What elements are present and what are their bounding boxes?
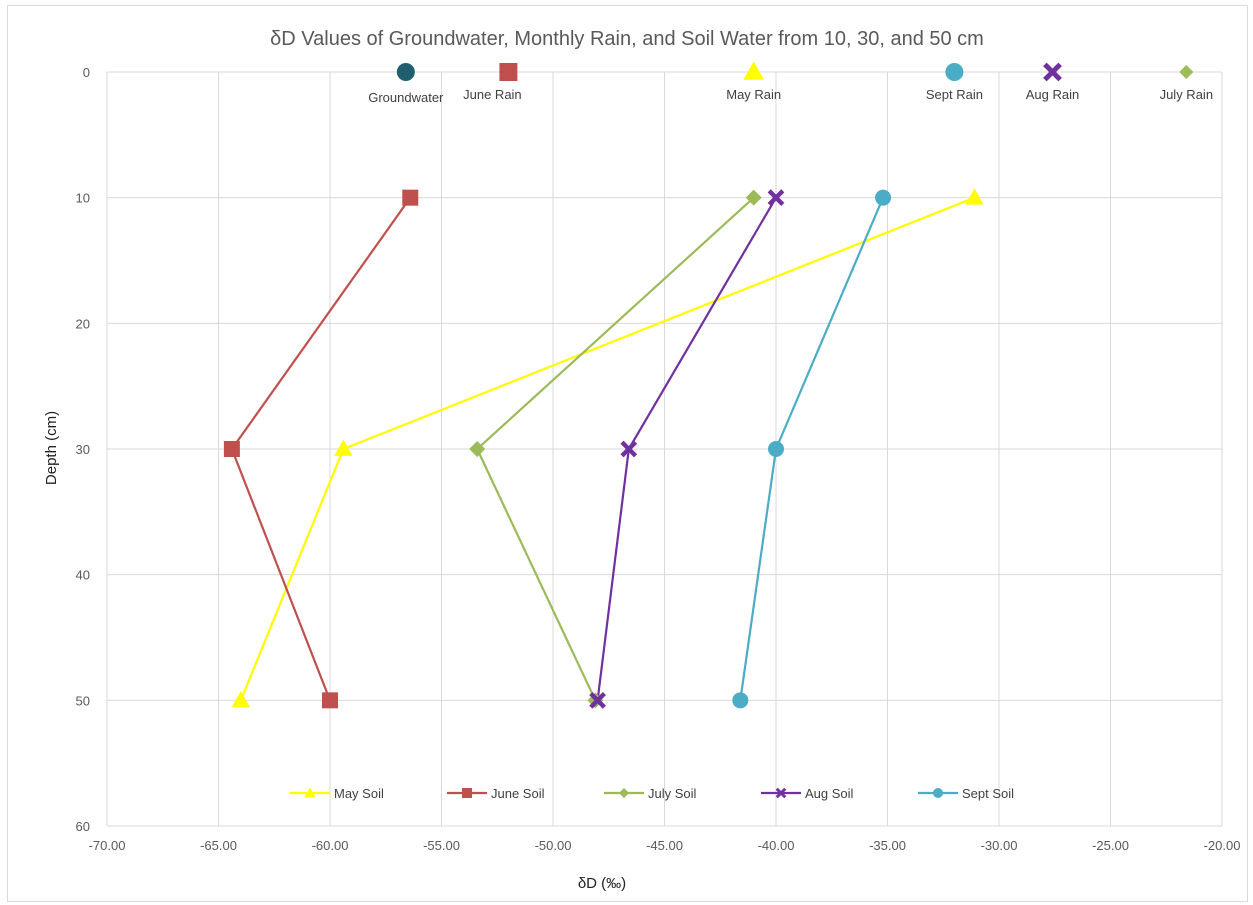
point-groundwater [396,63,415,81]
x-tick-label: -70.00 [89,838,126,853]
legend-marker-july-soil [619,788,629,798]
legend-label-may-soil: May Soil [334,786,384,801]
y-tick-label: 20 [76,316,90,331]
point-june-soil [322,692,338,709]
x-tick-label: -40.00 [758,838,795,853]
x-tick-label: -50.00 [535,838,572,853]
label-june-rain: June Rain [463,87,522,102]
legend-marker-june-soil [462,788,472,798]
legend-label-aug-soil: Aug Soil [805,786,854,801]
legend: May Soil June Soil July Soil Aug Soil Sept S… [290,786,1014,801]
point-sept-soil [875,189,892,206]
y-tick-label: 30 [76,442,90,457]
point-july-soil [745,189,762,206]
point-sept-soil [732,692,749,709]
legend-label-june-soil: June Soil [491,786,545,801]
point-july-soil [469,441,486,457]
point-june-soil [402,189,419,206]
point-sept-soil [768,441,784,457]
point-may-soil [965,188,984,205]
x-tick-label: -25.00 [1092,838,1129,853]
x-tick-label: -35.00 [869,838,906,853]
y-tick-label: 50 [76,693,90,708]
point-may-soil [334,439,353,456]
point-aug-soil [767,189,785,207]
legend-label-july-soil: July Soil [648,786,697,801]
x-tick-label: -65.00 [200,838,237,853]
rain-points: Groundwater June Rain May Rain Sept Rain Aug… [368,61,1213,105]
point-june-soil [223,441,240,457]
label-groundwater: Groundwater [368,90,444,105]
point-sept-rain [945,63,964,81]
series-markers [223,188,984,709]
legend-marker-may-soil [304,787,316,798]
chart-title: δD Values of Groundwater, Monthly Rain, … [270,28,984,50]
x-tick-label: -45.00 [646,838,683,853]
x-tick-label: -30.00 [981,838,1018,853]
y-tick-label: 40 [76,568,90,583]
point-july-rain [1179,65,1194,79]
grid [106,71,1223,827]
label-may-rain: May Rain [726,87,781,102]
legend-label-sept-soil: Sept Soil [962,786,1014,801]
point-aug-soil [620,440,638,458]
y-axis-title: Depth (cm) [43,411,60,485]
x-axis-title: δD (‰) [578,875,626,892]
y-tick-label: 0 [83,65,90,80]
legend-marker-sept-soil [933,788,943,798]
label-july-rain: July Rain [1160,87,1213,102]
point-aug-soil [589,691,606,709]
legend-marker-aug-soil [775,787,787,799]
point-may-rain [743,61,765,80]
y-axis-ticks: 0 10 20 30 40 50 60 [76,65,90,834]
label-sept-rain: Sept Rain [926,87,983,102]
y-tick-label: 10 [76,191,90,206]
x-tick-label: -20.00 [1204,838,1241,853]
x-tick-label: -55.00 [423,838,460,853]
x-axis-ticks: -70.00 -65.00 -60.00 -55.00 -50.00 -45.00 -40.… [89,838,1241,853]
point-aug-rain [1043,62,1062,82]
x-tick-label: -60.00 [312,838,349,853]
point-june-rain [499,63,518,81]
label-aug-rain: Aug Rain [1026,87,1079,102]
point-may-soil [231,691,250,708]
y-tick-label: 60 [76,819,90,834]
